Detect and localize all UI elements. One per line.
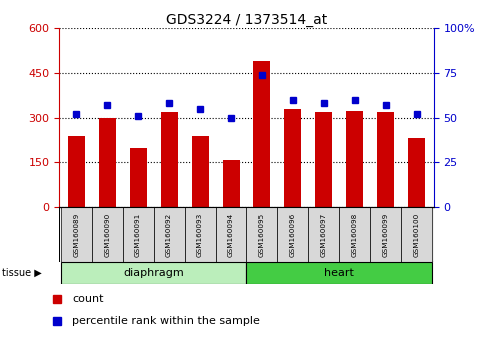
Bar [370, 207, 401, 262]
Text: GSM160099: GSM160099 [383, 212, 389, 257]
Bar [184, 207, 215, 262]
Title: GDS3224 / 1373514_at: GDS3224 / 1373514_at [166, 13, 327, 27]
Bar [161, 112, 177, 207]
Text: GSM160089: GSM160089 [73, 212, 79, 257]
Text: tissue ▶: tissue ▶ [2, 268, 42, 278]
Text: count: count [72, 294, 104, 304]
Bar [192, 136, 209, 207]
Bar [401, 207, 432, 262]
Bar [99, 118, 116, 207]
Text: GSM160098: GSM160098 [352, 212, 358, 257]
Bar [130, 148, 146, 207]
Bar [246, 262, 432, 284]
Text: GSM160097: GSM160097 [321, 212, 327, 257]
Text: percentile rank within the sample: percentile rank within the sample [72, 316, 260, 326]
Bar [278, 207, 309, 262]
Bar [347, 111, 363, 207]
Bar [246, 207, 278, 262]
Text: GSM160095: GSM160095 [259, 212, 265, 257]
Bar [68, 136, 85, 207]
Text: GSM160100: GSM160100 [414, 212, 420, 257]
Text: diaphragm: diaphragm [123, 268, 184, 278]
Bar [61, 207, 92, 262]
Bar [377, 112, 394, 207]
Bar [309, 207, 339, 262]
Text: GSM160092: GSM160092 [166, 212, 172, 257]
Bar [408, 138, 425, 207]
Bar [61, 262, 246, 284]
Text: heart: heart [324, 268, 354, 278]
Text: GSM160091: GSM160091 [135, 212, 141, 257]
Bar [222, 160, 240, 207]
Text: GSM160090: GSM160090 [104, 212, 110, 257]
Bar [215, 207, 246, 262]
Bar [316, 112, 332, 207]
Bar [339, 207, 370, 262]
Bar [253, 61, 271, 207]
Text: GSM160093: GSM160093 [197, 212, 203, 257]
Text: GSM160096: GSM160096 [290, 212, 296, 257]
Text: GSM160094: GSM160094 [228, 212, 234, 257]
Bar [92, 207, 123, 262]
Bar [154, 207, 184, 262]
Bar [123, 207, 154, 262]
Bar [284, 109, 301, 207]
